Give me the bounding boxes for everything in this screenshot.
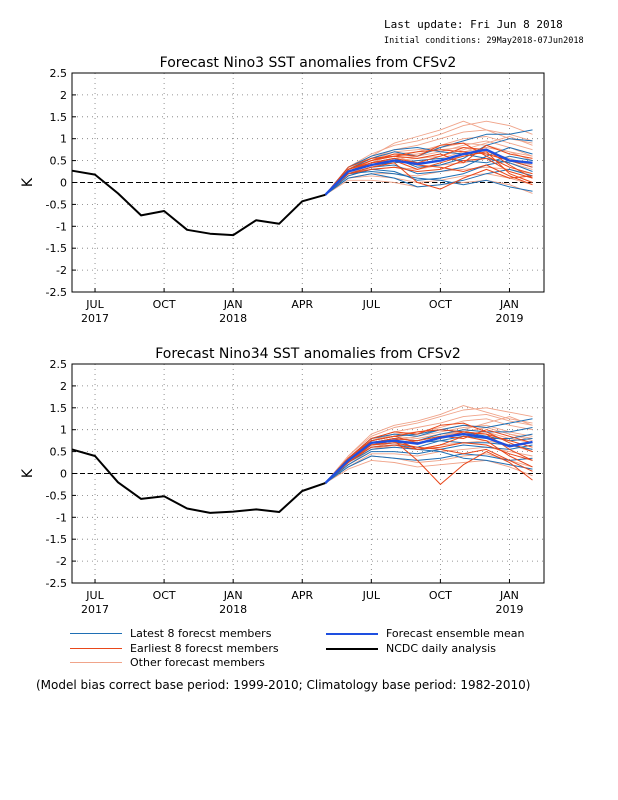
nino3-xtick-year: 2018 <box>219 312 247 325</box>
nino34-ncdc-analysis <box>71 448 326 514</box>
nino3-earliest-member <box>324 157 533 196</box>
legend-other-label: Other forecast members <box>130 656 265 669</box>
nino34-chart: Forecast Nino34 SST anomalies from CFSv2… <box>20 346 545 616</box>
legend-ncdc-swatch <box>326 647 378 650</box>
nino3-ncdc-analysis <box>71 169 326 237</box>
legend-latest-swatch <box>70 633 122 634</box>
nino34-other-member <box>324 407 533 484</box>
nino3-xtick-label: JUL <box>362 298 381 311</box>
nino3-title: Forecast Nino3 SST anomalies from CFSv2 <box>160 55 457 71</box>
legend-ncdc-label: NCDC daily analysis <box>386 642 496 655</box>
nino34-ytick-label: -2 <box>56 555 67 568</box>
nino34-ytick-label: -0.5 <box>46 489 67 502</box>
nino3-ytick-label: 0.5 <box>50 155 68 168</box>
nino34-plot-frame <box>71 363 545 584</box>
nino3-ytick-label: 2.5 <box>50 67 68 80</box>
legend-mean: Forecast ensemble mean <box>326 627 525 640</box>
nino3-ytick-label: -1.5 <box>46 242 67 255</box>
nino3-xtick-label: OCT <box>153 298 176 311</box>
nino34-latest-member <box>325 453 533 484</box>
nino34-xtick-label: JAN <box>223 589 243 602</box>
nino3-other-member <box>324 120 533 196</box>
footnote: (Model bias correct base period: 1999-20… <box>36 678 531 692</box>
nino34-xtick-label: JUL <box>362 589 381 602</box>
nino34-ytick-label: -1.5 <box>46 533 67 546</box>
nino34-ytick-label: 0.5 <box>50 446 68 459</box>
nino34-xtick-year: 2017 <box>81 603 109 616</box>
nino34-earliest-member <box>324 440 533 485</box>
nino34-xtick-label: JAN <box>499 589 519 602</box>
nino34-latest-member <box>324 446 533 484</box>
nino3-earliest-member <box>324 149 533 196</box>
nino3-earliest-member <box>324 144 533 196</box>
nino3-latest-member <box>324 171 533 196</box>
nino3-xtick-label: JAN <box>223 298 243 311</box>
nino3-ytick-label: -2.5 <box>46 286 67 299</box>
nino34-xtick-label: OCT <box>153 589 176 602</box>
initial-conditions-text: Initial conditions: 29May2018-07Jun2018 <box>384 36 584 46</box>
nino3-ylabel: K <box>20 177 36 187</box>
legend-other-swatch <box>70 662 122 663</box>
legend-earliest-swatch <box>70 648 122 649</box>
nino3-plot-frame <box>71 72 545 293</box>
nino3-ytick-label: -0.5 <box>46 198 67 211</box>
nino34-xtick-year: 2018 <box>219 603 247 616</box>
nino3-ytick-label: 1.5 <box>50 111 68 124</box>
nino34-earliest-member <box>324 429 533 484</box>
nino34-ytick-label: 0 <box>60 468 67 481</box>
nino34-other-member <box>325 459 533 484</box>
nino34-other-member <box>324 405 533 484</box>
nino3-xtick-year: 2017 <box>81 312 109 325</box>
nino3-earliest-member <box>324 162 533 196</box>
nino3-ytick-label: 2 <box>60 89 67 102</box>
nino34-xtick-label: OCT <box>429 589 452 602</box>
legend-latest: Latest 8 forecst members <box>70 627 271 640</box>
legend-ncdc: NCDC daily analysis <box>326 642 496 655</box>
nino34-xtick-label: APR <box>291 589 313 602</box>
nino3-latest-member <box>324 147 533 196</box>
legend-earliest-label: Earliest 8 forecst members <box>130 642 279 655</box>
legend-latest-label: Latest 8 forecst members <box>130 627 272 640</box>
nino34-ensemble-mean <box>324 432 533 484</box>
legend-mean-label: Forecast ensemble mean <box>386 627 525 640</box>
nino34-ytick-label: 2.5 <box>50 358 68 371</box>
nino34-ytick-label: 2 <box>60 380 67 393</box>
nino3-ytick-label: -2 <box>56 264 67 277</box>
nino34-ytick-label: 1 <box>60 424 67 437</box>
nino3-xtick-label: JAN <box>499 298 519 311</box>
nino34-ytick-label: -2.5 <box>46 577 67 590</box>
nino34-xtick-label: JUL <box>85 589 104 602</box>
nino3-xtick-year: 2019 <box>495 312 523 325</box>
nino3-xtick-label: APR <box>291 298 313 311</box>
legend-earliest: Earliest 8 forecst members <box>70 642 279 655</box>
nino34-ytick-label: -1 <box>56 511 67 524</box>
nino3-xtick-label: JUL <box>85 298 104 311</box>
nino3-other-member <box>325 173 533 196</box>
nino34-title: Forecast Nino34 SST anomalies from CFSv2 <box>155 346 461 362</box>
nino3-ensemble-mean <box>324 148 533 196</box>
nino34-ylabel: K <box>20 468 36 478</box>
nino3-ytick-label: 1 <box>60 133 67 146</box>
nino3-latest-member <box>324 129 533 196</box>
legend-other: Other forecast members <box>70 656 265 669</box>
legend-mean-swatch <box>326 632 378 635</box>
nino3-chart: Forecast Nino3 SST anomalies from CFSv2 -… <box>20 55 545 325</box>
nino3-ytick-label: -1 <box>56 220 67 233</box>
nino34-xtick-year: 2019 <box>495 603 523 616</box>
nino34-ytick-label: 1.5 <box>50 402 68 415</box>
last-update-text: Last update: Fri Jun 8 2018 <box>384 18 563 31</box>
nino3-xtick-label: OCT <box>429 298 452 311</box>
nino3-ytick-label: 0 <box>60 177 67 190</box>
